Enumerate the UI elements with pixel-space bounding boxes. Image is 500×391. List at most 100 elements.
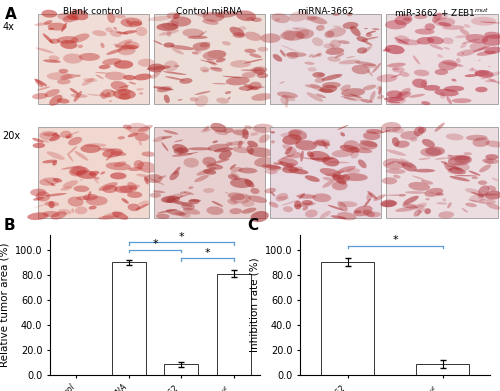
- Ellipse shape: [36, 191, 51, 201]
- Ellipse shape: [478, 180, 487, 185]
- Ellipse shape: [414, 209, 421, 217]
- Ellipse shape: [280, 133, 292, 137]
- Ellipse shape: [61, 165, 82, 170]
- Ellipse shape: [385, 20, 406, 29]
- Ellipse shape: [252, 18, 262, 22]
- Ellipse shape: [212, 68, 222, 69]
- Ellipse shape: [484, 159, 494, 164]
- Ellipse shape: [202, 157, 216, 166]
- Ellipse shape: [322, 156, 340, 167]
- Ellipse shape: [376, 86, 380, 89]
- Ellipse shape: [310, 158, 334, 160]
- Ellipse shape: [188, 199, 200, 204]
- Text: 20x: 20x: [2, 131, 21, 141]
- Ellipse shape: [253, 67, 265, 75]
- Ellipse shape: [136, 174, 147, 177]
- Ellipse shape: [102, 149, 123, 158]
- Ellipse shape: [242, 200, 254, 207]
- Ellipse shape: [207, 59, 216, 65]
- Ellipse shape: [230, 27, 244, 36]
- Ellipse shape: [304, 62, 314, 65]
- Ellipse shape: [452, 98, 471, 103]
- Ellipse shape: [115, 39, 132, 48]
- Ellipse shape: [366, 212, 381, 217]
- Ellipse shape: [426, 147, 445, 156]
- Ellipse shape: [248, 82, 262, 90]
- Ellipse shape: [92, 30, 106, 36]
- Ellipse shape: [28, 212, 48, 220]
- Ellipse shape: [448, 168, 464, 174]
- Ellipse shape: [281, 45, 299, 52]
- Ellipse shape: [96, 75, 104, 79]
- Ellipse shape: [32, 143, 45, 148]
- Ellipse shape: [330, 215, 347, 219]
- Ellipse shape: [283, 206, 293, 212]
- Ellipse shape: [45, 193, 66, 197]
- Ellipse shape: [318, 73, 326, 77]
- Ellipse shape: [128, 133, 138, 137]
- Ellipse shape: [382, 177, 397, 185]
- Ellipse shape: [228, 97, 230, 100]
- Ellipse shape: [123, 125, 132, 130]
- Ellipse shape: [230, 60, 251, 68]
- Ellipse shape: [273, 54, 282, 62]
- Ellipse shape: [68, 153, 73, 161]
- Ellipse shape: [302, 200, 313, 205]
- Ellipse shape: [444, 162, 447, 167]
- Ellipse shape: [200, 59, 218, 65]
- Ellipse shape: [408, 182, 430, 191]
- Ellipse shape: [134, 74, 152, 81]
- Ellipse shape: [250, 188, 260, 194]
- Ellipse shape: [58, 69, 68, 73]
- Ellipse shape: [486, 141, 500, 147]
- Ellipse shape: [362, 64, 376, 68]
- Ellipse shape: [244, 59, 264, 63]
- Ellipse shape: [462, 208, 468, 213]
- Ellipse shape: [188, 147, 212, 151]
- Ellipse shape: [61, 23, 67, 32]
- Ellipse shape: [277, 91, 298, 98]
- Ellipse shape: [182, 202, 195, 210]
- Ellipse shape: [391, 74, 401, 78]
- Ellipse shape: [292, 27, 300, 30]
- Ellipse shape: [202, 69, 209, 72]
- Bar: [386, 14, 498, 104]
- Ellipse shape: [129, 82, 136, 84]
- Ellipse shape: [288, 11, 308, 22]
- Ellipse shape: [95, 72, 109, 74]
- Ellipse shape: [100, 171, 105, 175]
- Ellipse shape: [396, 39, 421, 45]
- Ellipse shape: [52, 161, 57, 166]
- Ellipse shape: [474, 70, 490, 76]
- Ellipse shape: [307, 16, 327, 24]
- Ellipse shape: [484, 32, 500, 39]
- Ellipse shape: [153, 86, 174, 90]
- Ellipse shape: [452, 167, 462, 170]
- Ellipse shape: [58, 209, 71, 215]
- Ellipse shape: [240, 69, 262, 71]
- Ellipse shape: [481, 72, 500, 79]
- Ellipse shape: [400, 161, 408, 163]
- Ellipse shape: [392, 67, 404, 73]
- Ellipse shape: [356, 36, 368, 42]
- Ellipse shape: [456, 58, 460, 63]
- Ellipse shape: [350, 26, 360, 36]
- Ellipse shape: [282, 135, 302, 145]
- Ellipse shape: [174, 140, 184, 142]
- Ellipse shape: [244, 32, 262, 41]
- Ellipse shape: [225, 91, 231, 94]
- Ellipse shape: [114, 186, 132, 193]
- Ellipse shape: [244, 126, 252, 129]
- Ellipse shape: [214, 159, 230, 163]
- Text: miRNA-3662: miRNA-3662: [298, 7, 354, 16]
- Ellipse shape: [382, 129, 391, 133]
- Ellipse shape: [488, 66, 490, 67]
- Ellipse shape: [328, 205, 344, 210]
- Ellipse shape: [383, 158, 405, 169]
- Text: *: *: [152, 239, 158, 249]
- Ellipse shape: [238, 86, 254, 91]
- Ellipse shape: [412, 204, 424, 208]
- Bar: [112, 262, 146, 375]
- Ellipse shape: [402, 162, 417, 172]
- Ellipse shape: [242, 135, 244, 138]
